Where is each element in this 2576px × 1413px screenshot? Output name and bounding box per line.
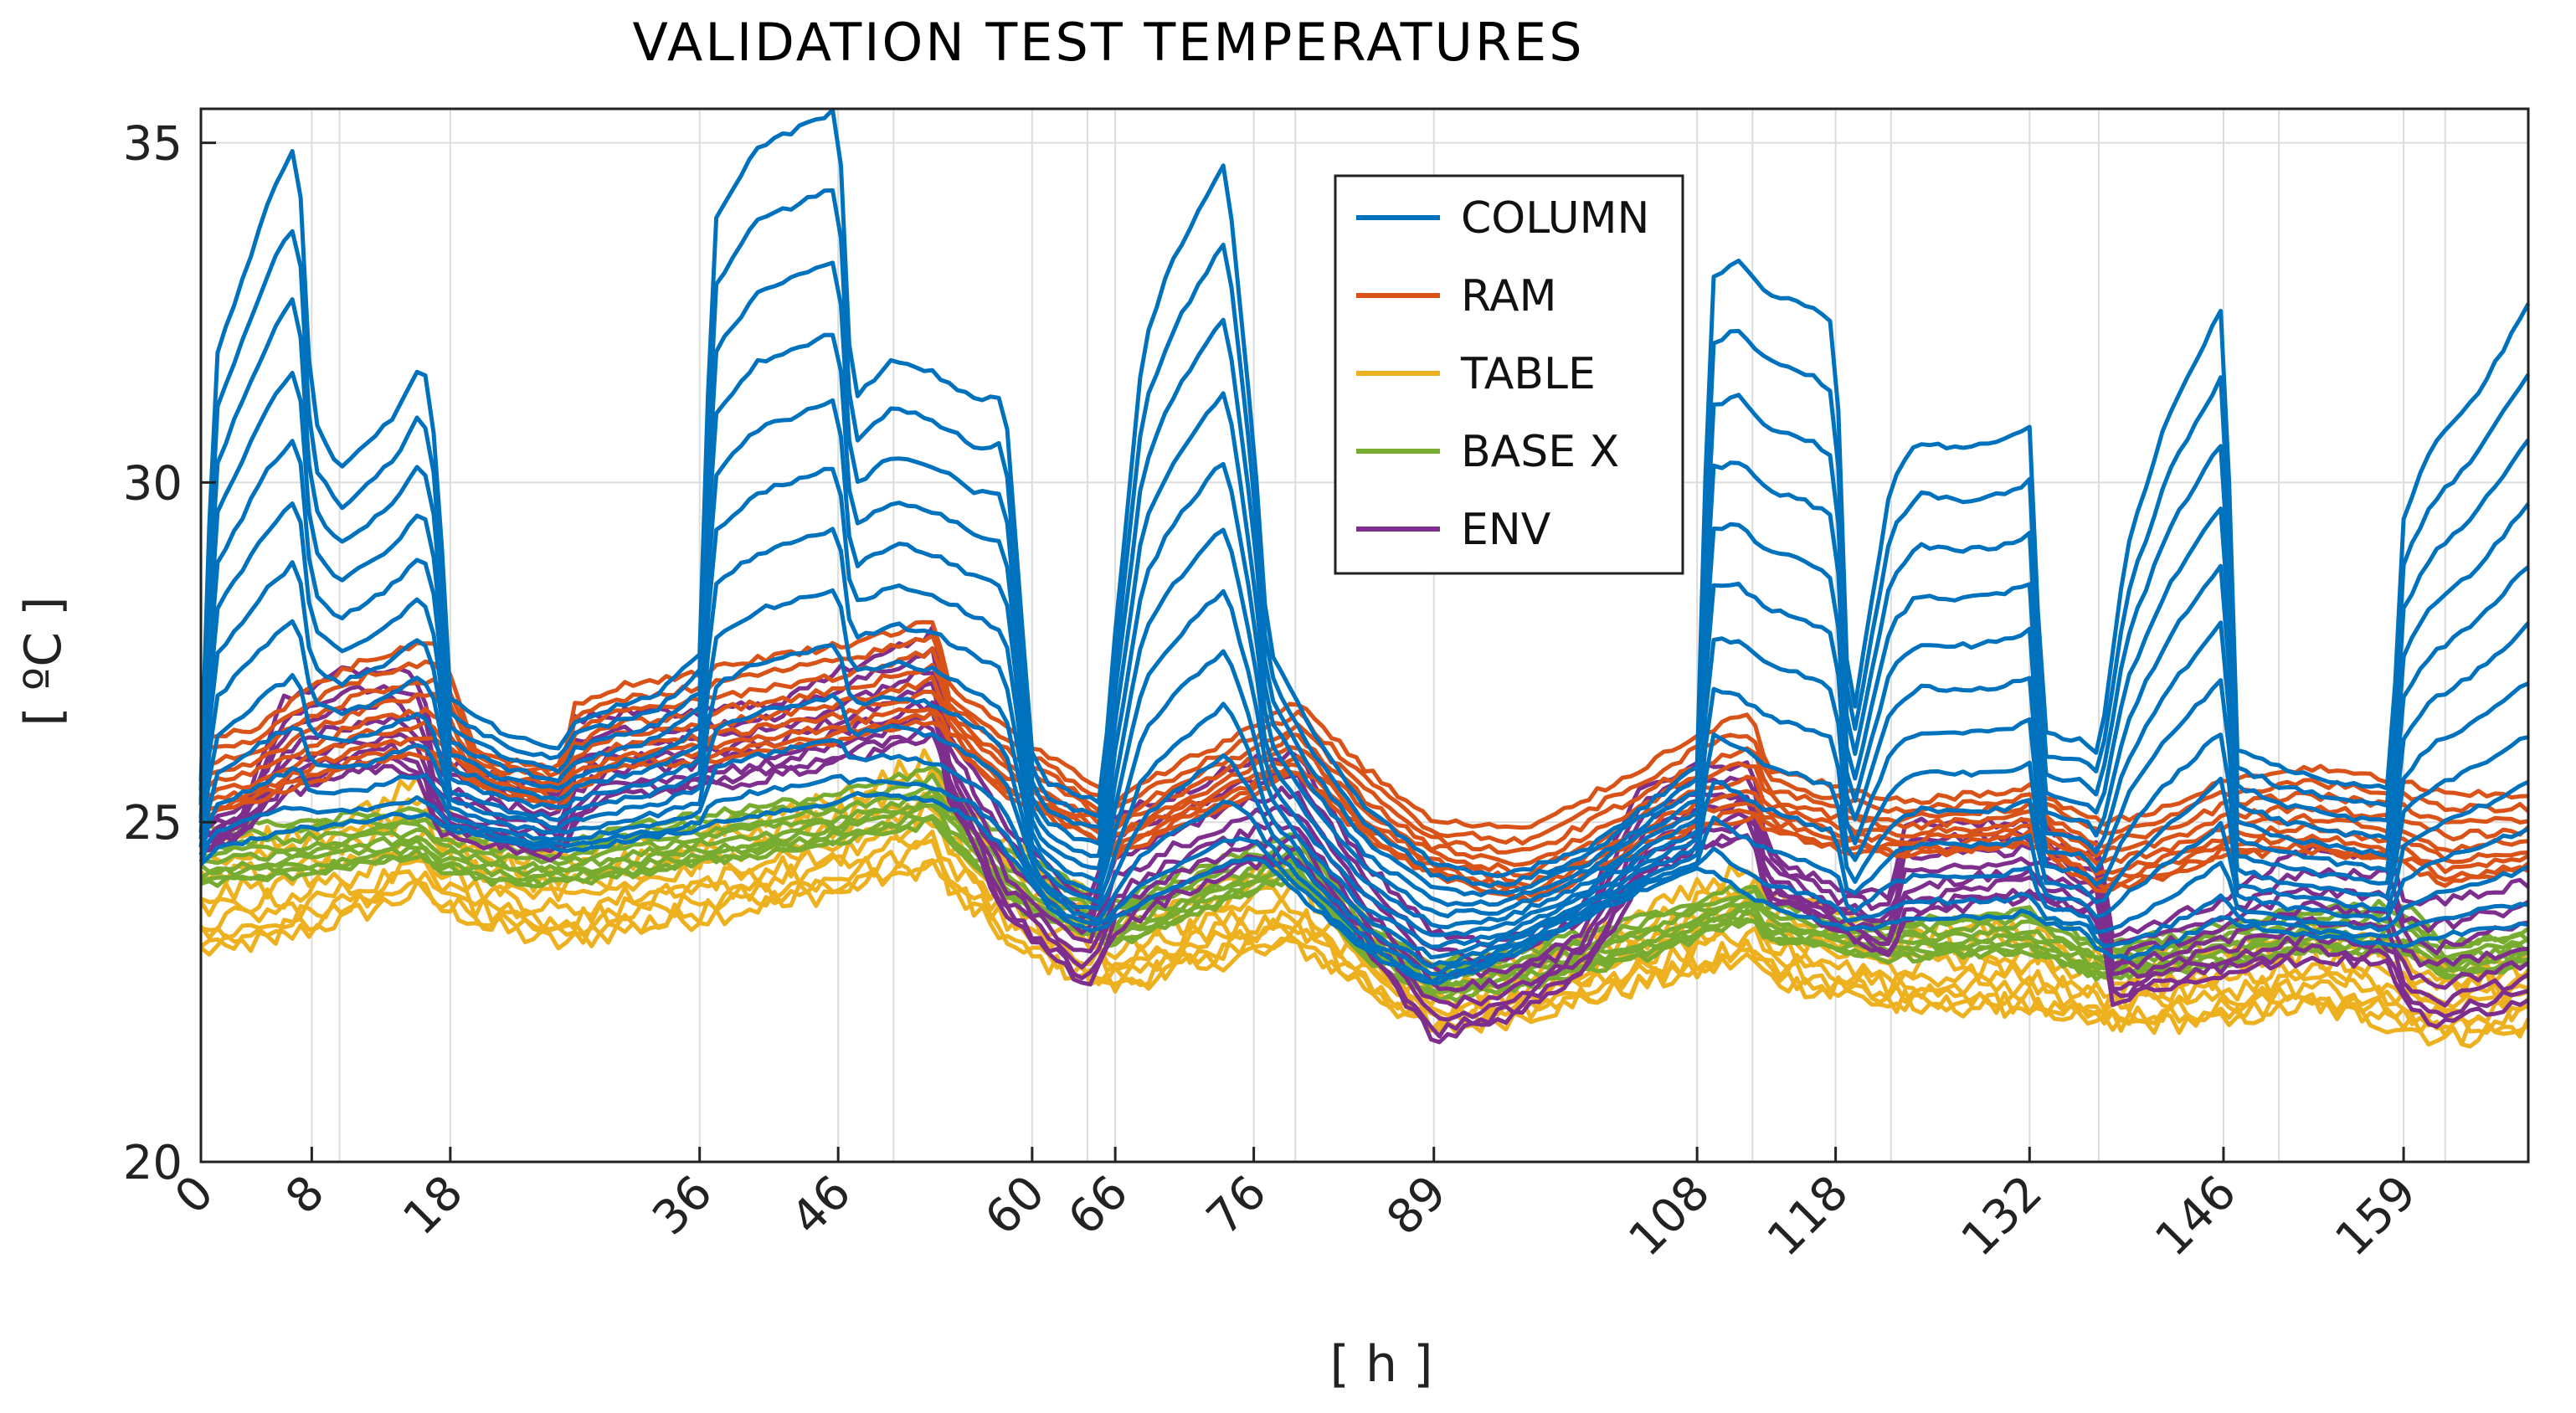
column-series-line: [198, 466, 2530, 930]
x-tick-label: 76: [1196, 1165, 1277, 1246]
x-tick-label: 132: [1951, 1165, 2054, 1267]
column-series-line: [198, 260, 2530, 897]
x-tick-label: 108: [1618, 1165, 1720, 1267]
ram-series-line: [200, 662, 2530, 867]
column-series-line: [198, 643, 2530, 960]
table-series-line: [198, 838, 2530, 1038]
x-tick-label: 146: [2145, 1165, 2247, 1267]
ram-series-line: [200, 706, 2530, 898]
x-tick-label: 36: [642, 1165, 722, 1246]
column-series-line: [198, 773, 2529, 984]
legend-label: RAM: [1461, 271, 1556, 321]
column-series-line: [198, 527, 2529, 938]
plot-area: [198, 107, 2531, 1049]
legend: COLUMN RAM TABLE BASE X ENV: [1334, 174, 1684, 575]
column-series-line: [198, 332, 2530, 907]
ram-series-line: [200, 646, 2529, 855]
base-x-series-line: [199, 813, 2529, 994]
chart-title: VALIDATION TEST TEMPERATURES: [632, 12, 1584, 73]
y-axis-label: [ ºC ]: [14, 596, 73, 726]
column-series-line: [198, 188, 2531, 889]
x-tick-label: 8: [275, 1165, 335, 1225]
column-series-line: [199, 791, 2529, 985]
axes-frame: [199, 107, 2530, 1164]
x-tick-label: 46: [781, 1165, 861, 1246]
y-tick-label: 25: [123, 796, 183, 850]
column-series-line: [198, 737, 2530, 977]
legend-label: ENV: [1461, 505, 1551, 555]
legend-label: TABLE: [1460, 349, 1596, 399]
y-tick-label: 30: [123, 456, 183, 511]
y-tick-label: 35: [123, 117, 183, 172]
ram-series-line: [199, 633, 2530, 846]
column-series-line: [198, 107, 2531, 879]
x-axis-label: [ h ]: [1330, 1335, 1433, 1394]
x-tick-label: 60: [974, 1165, 1055, 1246]
x-tick-label: 159: [2325, 1165, 2427, 1267]
x-tick-label: 66: [1058, 1165, 1139, 1246]
column-series-line: [198, 588, 2529, 949]
y-tick-label: 20: [123, 1136, 183, 1190]
column-series-line: [198, 398, 2530, 919]
column-series-line: [198, 692, 2530, 969]
legend-label: BASE X: [1461, 427, 1619, 477]
x-tick-label: 89: [1376, 1165, 1457, 1246]
x-tick-label: 118: [1757, 1165, 1859, 1267]
x-tick-label: 18: [393, 1165, 473, 1246]
legend-label: COLUMN: [1461, 193, 1649, 244]
